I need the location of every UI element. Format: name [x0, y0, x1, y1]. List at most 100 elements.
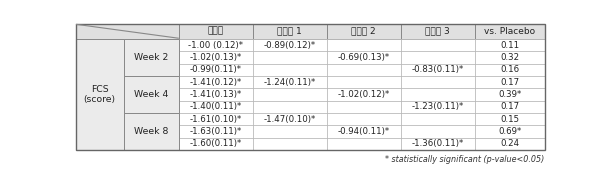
Bar: [179, 125, 253, 138]
Bar: [179, 113, 253, 125]
Text: -1.02(0.13)*: -1.02(0.13)*: [190, 53, 242, 62]
Text: -1.63(0.11)*: -1.63(0.11)*: [190, 127, 242, 136]
Bar: [179, 88, 253, 101]
Text: -0.89(0.12)*: -0.89(0.12)*: [264, 41, 316, 50]
Bar: [253, 76, 327, 88]
Bar: [474, 76, 544, 88]
Text: Week 8: Week 8: [134, 127, 169, 136]
Text: Week 2: Week 2: [134, 53, 169, 62]
Bar: [474, 113, 544, 125]
Text: -1.40(0.11)*: -1.40(0.11)*: [190, 102, 242, 111]
Bar: [179, 24, 253, 39]
Text: 0.32: 0.32: [500, 53, 519, 62]
Bar: [124, 101, 179, 113]
Bar: [401, 138, 474, 150]
Text: 0.17: 0.17: [500, 102, 519, 111]
Bar: [401, 39, 474, 51]
Bar: [179, 64, 253, 76]
Text: -0.69(0.13)*: -0.69(0.13)*: [338, 53, 390, 62]
Bar: [327, 125, 401, 138]
Bar: [253, 101, 327, 113]
Bar: [76, 39, 124, 150]
Bar: [124, 51, 179, 64]
Bar: [253, 138, 327, 150]
Bar: [401, 76, 474, 88]
Bar: [124, 76, 179, 88]
Text: -1.61(0.10)*: -1.61(0.10)*: [190, 115, 242, 124]
Text: 0.15: 0.15: [500, 115, 519, 124]
Text: 시험군 3: 시험군 3: [425, 27, 450, 36]
Bar: [401, 113, 474, 125]
Text: 대조군: 대조군: [208, 27, 224, 36]
Text: -0.99(0.11)*: -0.99(0.11)*: [190, 65, 242, 74]
Bar: [253, 125, 327, 138]
Bar: [401, 125, 474, 138]
Bar: [327, 24, 401, 39]
Bar: [474, 138, 544, 150]
Bar: [401, 64, 474, 76]
Bar: [474, 51, 544, 64]
Text: 0.39*: 0.39*: [498, 90, 521, 99]
Text: -1.47(0.10)*: -1.47(0.10)*: [264, 115, 316, 124]
Text: 0.69*: 0.69*: [498, 127, 521, 136]
Text: 시험군 1: 시험군 1: [278, 27, 302, 36]
Bar: [474, 24, 544, 39]
Bar: [124, 76, 179, 113]
Bar: [76, 24, 544, 150]
Bar: [179, 51, 253, 64]
Bar: [253, 113, 327, 125]
Bar: [76, 24, 179, 39]
Bar: [124, 39, 179, 51]
Bar: [327, 39, 401, 51]
Bar: [401, 88, 474, 101]
Text: 0.11: 0.11: [500, 41, 519, 50]
Bar: [327, 138, 401, 150]
Bar: [179, 39, 253, 51]
Text: -0.94(0.11)*: -0.94(0.11)*: [338, 127, 390, 136]
Bar: [124, 88, 179, 101]
Bar: [253, 39, 327, 51]
Bar: [327, 51, 401, 64]
Text: -1.23(0.11)*: -1.23(0.11)*: [411, 102, 463, 111]
Bar: [179, 101, 253, 113]
Bar: [124, 125, 179, 138]
Bar: [474, 39, 544, 51]
Text: Week 4: Week 4: [134, 90, 169, 99]
Text: -1.24(0.11)*: -1.24(0.11)*: [264, 78, 316, 87]
Text: 시험군 2: 시험군 2: [352, 27, 376, 36]
Bar: [179, 76, 253, 88]
Bar: [474, 101, 544, 113]
Bar: [401, 51, 474, 64]
Text: vs. Placebo: vs. Placebo: [484, 27, 535, 36]
Text: * statistically significant (p-value<0.05): * statistically significant (p-value<0.0…: [385, 155, 544, 164]
Text: -1.36(0.11)*: -1.36(0.11)*: [411, 139, 463, 148]
Bar: [253, 51, 327, 64]
Bar: [253, 64, 327, 76]
Bar: [253, 88, 327, 101]
Text: -1.41(0.12)*: -1.41(0.12)*: [190, 78, 242, 87]
Text: 0.16: 0.16: [500, 65, 519, 74]
Bar: [401, 24, 474, 39]
Bar: [327, 76, 401, 88]
Bar: [124, 138, 179, 150]
Bar: [124, 113, 179, 125]
Text: -0.83(0.11)*: -0.83(0.11)*: [411, 65, 463, 74]
Text: -1.60(0.11)*: -1.60(0.11)*: [190, 139, 242, 148]
Bar: [179, 138, 253, 150]
Bar: [124, 113, 179, 150]
Bar: [327, 113, 401, 125]
Bar: [124, 64, 179, 76]
Bar: [327, 64, 401, 76]
Bar: [253, 24, 327, 39]
Bar: [474, 125, 544, 138]
Text: -1.02(0.12)*: -1.02(0.12)*: [338, 90, 390, 99]
Text: FCS
(score): FCS (score): [83, 85, 116, 104]
Bar: [474, 64, 544, 76]
Text: 0.17: 0.17: [500, 78, 519, 87]
Bar: [327, 101, 401, 113]
Text: 0.24: 0.24: [500, 139, 519, 148]
Bar: [401, 101, 474, 113]
Bar: [327, 88, 401, 101]
Bar: [124, 39, 179, 76]
Text: -1.41(0.13)*: -1.41(0.13)*: [190, 90, 242, 99]
